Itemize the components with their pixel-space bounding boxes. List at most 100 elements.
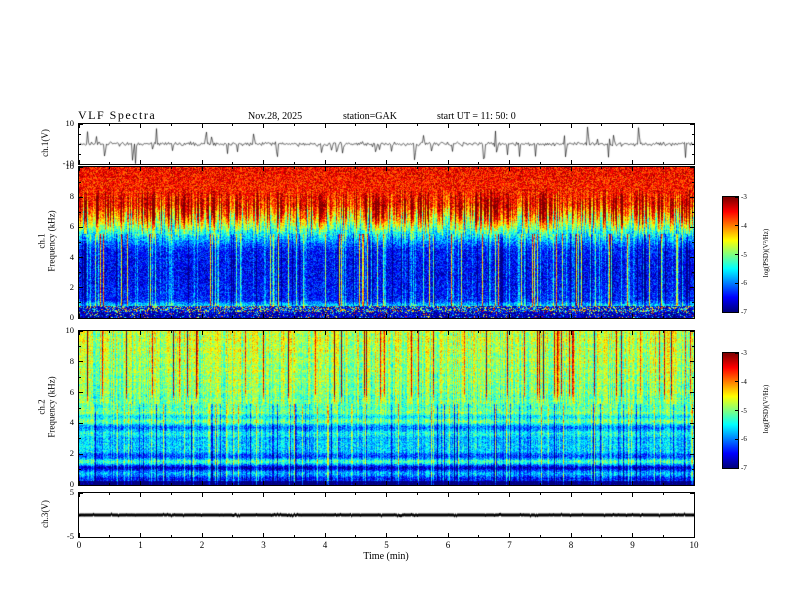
x-minor-tick: [416, 493, 418, 495]
x-tick: [140, 331, 141, 335]
x-tick: [509, 533, 510, 537]
x-tick: [263, 493, 264, 497]
y-minor-tick: [79, 438, 81, 440]
start-ut-label: start UT = 11: 50: 0: [437, 111, 516, 122]
x-minor-tick: [601, 483, 603, 485]
colorbar-tick-label: -3: [741, 193, 747, 201]
x-minor-tick: [601, 124, 603, 126]
x-minor-tick: [355, 493, 357, 495]
y-tick-label: 6: [69, 386, 74, 397]
x-minor-tick: [293, 331, 295, 333]
x-minor-tick: [355, 167, 357, 169]
ch1-waveform-ylabel: ch.1(V): [39, 129, 50, 157]
y-tick: [690, 492, 694, 494]
x-tick: [509, 124, 510, 128]
y-minor-tick: [692, 272, 694, 274]
y-minor-tick: [692, 407, 694, 409]
x-tick: [201, 124, 203, 128]
x-minor-tick: [109, 124, 111, 126]
y-minor-tick: [79, 143, 81, 145]
y-tick: [690, 196, 694, 198]
x-minor-tick: [232, 124, 234, 126]
x-minor-tick: [109, 167, 111, 169]
y-minor-tick: [692, 469, 694, 471]
y-tick: [690, 123, 694, 125]
x-tick: [570, 331, 572, 335]
x-tick: [509, 167, 510, 171]
x-minor-tick: [293, 167, 295, 169]
colorbar-tick-label: -4: [741, 377, 747, 386]
x-tick: [632, 331, 633, 335]
x-tick: [324, 331, 326, 335]
y-tick: [79, 330, 83, 332]
colorbar-tick: [735, 282, 738, 284]
y-minor-tick: [692, 143, 694, 145]
x-tick: [78, 314, 80, 318]
x-minor-tick: [355, 535, 357, 537]
x-minor-tick: [109, 316, 111, 318]
x-tick: [263, 167, 264, 171]
station-label: station=GAK: [343, 111, 397, 122]
colorbar-ch2-canvas: [723, 353, 738, 468]
x-minor-tick: [539, 162, 541, 164]
x-tick: [693, 481, 695, 485]
x-minor-tick: [539, 316, 541, 318]
x-tick: [201, 481, 203, 485]
x-tick: [386, 481, 387, 485]
y-tick: [690, 453, 694, 455]
x-minor-tick: [355, 316, 357, 318]
x-tick-label: 4: [322, 540, 328, 550]
x-minor-tick: [662, 331, 664, 333]
x-minor-tick: [170, 535, 172, 537]
y-minor-tick: [79, 242, 81, 243]
y-minor-tick: [79, 514, 81, 516]
x-tick: [386, 533, 387, 537]
x-minor-tick: [478, 167, 480, 169]
x-minor-tick: [662, 167, 664, 169]
x-tick: [447, 124, 449, 128]
ch3-waveform-canvas: [79, 493, 694, 537]
x-minor-tick: [232, 535, 234, 537]
y-minor-tick: [692, 153, 694, 155]
x-tick: [78, 533, 80, 537]
y-tick-label: 4: [69, 417, 74, 428]
x-tick: [693, 160, 695, 164]
x-tick: [78, 493, 80, 497]
x-minor-tick: [293, 483, 295, 485]
y-tick: [79, 287, 83, 289]
x-tick: [324, 481, 326, 485]
colorbar-tick: [735, 410, 738, 411]
x-minor-tick: [662, 162, 664, 164]
x-minor-tick: [601, 331, 603, 333]
y-minor-tick: [692, 345, 694, 347]
colorbar-tick: [735, 352, 738, 354]
y-minor-tick: [79, 272, 81, 274]
x-tick: [201, 167, 203, 171]
y-tick: [690, 163, 694, 165]
y-tick: [690, 422, 694, 424]
y-minor-tick: [79, 407, 81, 409]
x-tick: [632, 167, 633, 171]
x-tick: [140, 167, 141, 171]
x-tick: [570, 124, 572, 128]
colorbar-tick-label: -4: [741, 221, 747, 230]
x-minor-tick: [662, 483, 664, 485]
x-minor-tick: [539, 535, 541, 537]
x-minor-tick: [478, 331, 480, 333]
y-tick: [79, 317, 83, 319]
ch1-label-line: ch.1: [36, 233, 47, 249]
y-minor-tick: [79, 302, 81, 304]
y-tick-label: 8: [69, 355, 74, 366]
x-minor-tick: [232, 316, 234, 318]
x-tick: [693, 533, 695, 537]
x-tick-label: 5: [384, 540, 389, 550]
x-tick: [263, 314, 264, 318]
x-minor-tick: [355, 124, 357, 126]
x-axis-label: Time (min): [363, 551, 409, 562]
y-tick: [79, 484, 83, 486]
x-tick: [570, 314, 572, 318]
x-minor-tick: [232, 167, 234, 169]
y-tick: [79, 257, 83, 259]
x-tick: [632, 124, 633, 128]
